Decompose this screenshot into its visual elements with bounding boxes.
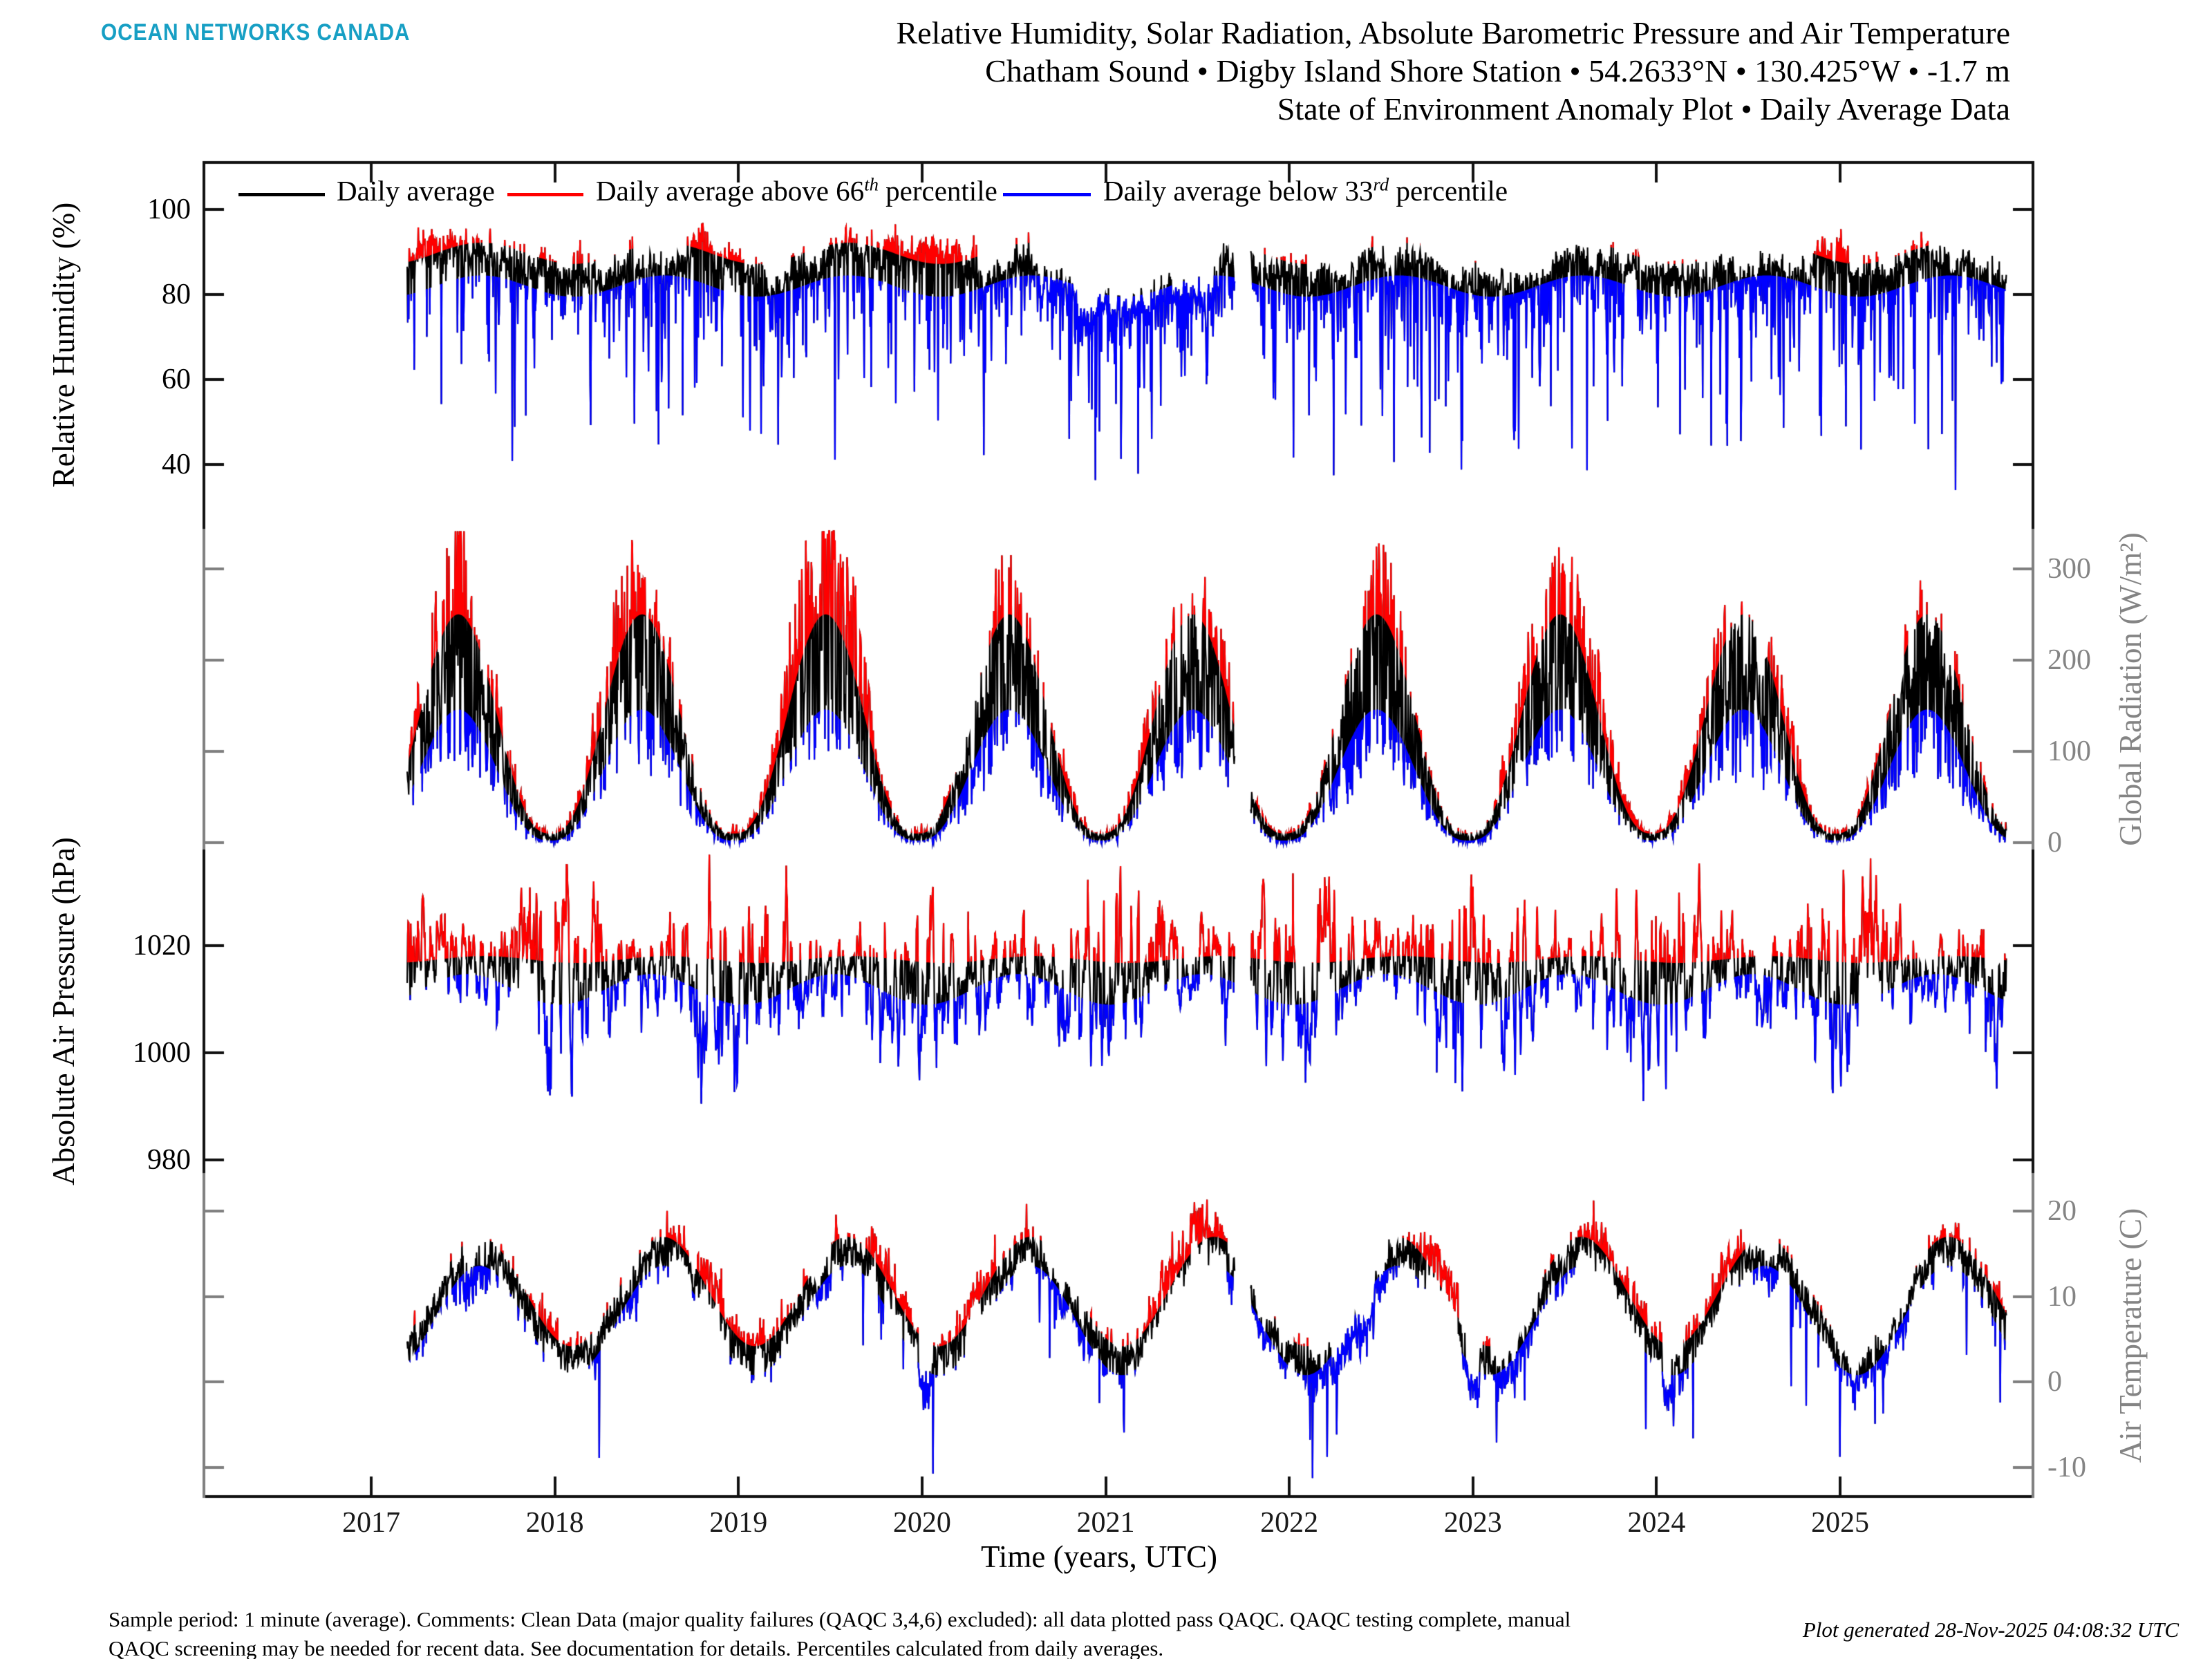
y-axis-title-radiation: Global Radiation (W/m²) (2113, 532, 2148, 846)
x-tick-label-2019: 2019 (709, 1507, 768, 1539)
y-axis-title-pressure: Absolute Air Pressure (hPa) (46, 837, 81, 1185)
footer-comments: Sample period: 1 minute (average). Comme… (109, 1605, 1571, 1659)
legend-label-daily-average: Daily average (337, 176, 495, 206)
legend-text: percentile (878, 175, 997, 207)
legend-superscript: rd (1373, 174, 1389, 195)
legend-text: Daily average above 66 (596, 175, 865, 207)
y-tick-label-temperature: 20 (2047, 1195, 2077, 1228)
y-tick-label-humidity: 40 (162, 449, 191, 481)
x-tick-label-2023: 2023 (1443, 1507, 1502, 1539)
x-tick-label-2017: 2017 (342, 1507, 400, 1539)
plot-generated-timestamp: Plot generated 28-Nov-2025 04:08:32 UTC (1802, 1618, 2179, 1642)
x-tick-label-2025: 2025 (1811, 1507, 1869, 1539)
y-axis-title-humidity: Relative Humidity (%) (46, 202, 81, 488)
y-axis-title-temperature: Air Temperature (C) (2113, 1208, 2148, 1463)
y-tick-label-temperature: 0 (2047, 1366, 2062, 1398)
legend-superscript: th (864, 174, 879, 195)
legend-text: Daily average (337, 175, 495, 207)
y-tick-label-radiation: 300 (2047, 552, 2091, 585)
y-tick-label-temperature: -10 (2047, 1451, 2086, 1483)
legend-label-above-66th: Daily average above 66th percentile (596, 174, 997, 207)
footer-line-2: QAQC screening may be needed for recent … (109, 1636, 1164, 1659)
x-tick-label-2022: 2022 (1260, 1507, 1319, 1539)
y-tick-label-pressure: 1020 (133, 929, 191, 962)
y-tick-label-radiation: 200 (2047, 644, 2091, 676)
footer-line-1: Sample period: 1 minute (average). Comme… (109, 1607, 1571, 1631)
y-tick-label-temperature: 10 (2047, 1280, 2077, 1313)
legend-text: percentile (1389, 175, 1508, 207)
y-tick-label-pressure: 980 (147, 1144, 191, 1176)
y-tick-label-radiation: 100 (2047, 735, 2091, 767)
y-tick-label-radiation: 0 (2047, 826, 2062, 859)
y-tick-label-humidity: 60 (162, 364, 191, 396)
x-tick-label-2021: 2021 (1076, 1507, 1135, 1539)
legend-text: Daily average below 33 (1103, 175, 1374, 207)
x-tick-label-2018: 2018 (525, 1507, 584, 1539)
legend-swatch-above-66th (507, 193, 583, 196)
y-tick-label-pressure: 1000 (133, 1036, 191, 1069)
x-axis-title: Time (years, UTC) (980, 1539, 1218, 1574)
legend-label-below-33rd: Daily average below 33rd percentile (1103, 174, 1508, 207)
legend-swatch-below-33rd (1003, 193, 1091, 196)
x-tick-label-2024: 2024 (1627, 1507, 1686, 1539)
x-tick-label-2020: 2020 (892, 1507, 951, 1539)
y-tick-label-humidity: 100 (147, 194, 191, 226)
y-tick-label-humidity: 80 (162, 279, 191, 311)
legend-swatch-daily-average (238, 193, 325, 196)
